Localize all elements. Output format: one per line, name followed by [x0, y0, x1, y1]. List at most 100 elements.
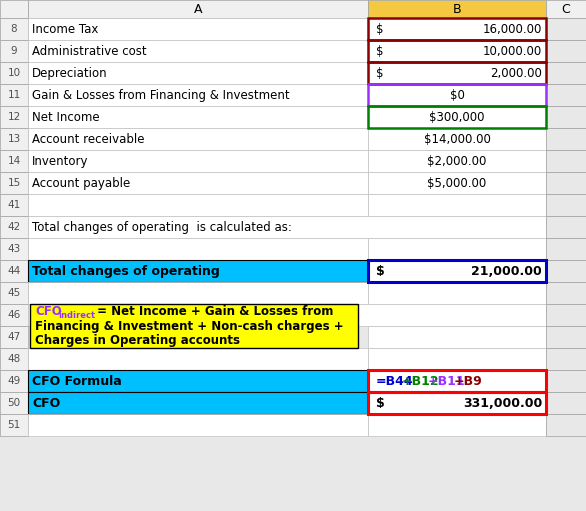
- Bar: [368, 62, 546, 84]
- Bar: [368, 392, 546, 414]
- Text: 331,000.00: 331,000.00: [463, 397, 542, 409]
- Bar: [368, 84, 546, 106]
- Text: 9: 9: [11, 46, 18, 56]
- Bar: [0, 436, 586, 511]
- Bar: [546, 62, 586, 84]
- Bar: [368, 18, 546, 40]
- Bar: [28, 216, 546, 238]
- Bar: [0, 326, 28, 348]
- Bar: [368, 18, 546, 40]
- Bar: [368, 348, 546, 370]
- Bar: [368, 84, 546, 106]
- Bar: [368, 260, 546, 282]
- Text: Gain & Losses from Financing & Investment: Gain & Losses from Financing & Investmen…: [32, 88, 289, 102]
- Text: CFO: CFO: [35, 305, 62, 318]
- Text: 43: 43: [8, 244, 21, 254]
- Text: Total changes of operating  is calculated as:: Total changes of operating is calculated…: [32, 221, 292, 234]
- Bar: [368, 370, 546, 392]
- Text: Administrative cost: Administrative cost: [32, 44, 146, 58]
- Bar: [546, 304, 586, 326]
- Bar: [0, 392, 28, 414]
- Bar: [28, 392, 368, 414]
- Text: $14,000.00: $14,000.00: [424, 132, 490, 146]
- Text: A: A: [194, 3, 202, 15]
- Bar: [0, 238, 28, 260]
- Bar: [546, 348, 586, 370]
- Bar: [28, 238, 368, 260]
- Text: $2,000.00: $2,000.00: [427, 154, 487, 168]
- Text: CFO with Indirect Method: CFO with Indirect Method: [32, 309, 182, 321]
- Text: +B11: +B11: [428, 375, 466, 387]
- Bar: [546, 40, 586, 62]
- Text: 42: 42: [8, 222, 21, 232]
- Bar: [0, 194, 28, 216]
- Bar: [28, 194, 368, 216]
- Bar: [546, 392, 586, 414]
- Bar: [0, 304, 28, 326]
- Bar: [368, 0, 546, 18]
- Text: 16,000.00: 16,000.00: [483, 22, 542, 35]
- Bar: [28, 348, 368, 370]
- Bar: [546, 282, 586, 304]
- Bar: [0, 40, 28, 62]
- Text: 49: 49: [8, 376, 21, 386]
- Bar: [546, 0, 586, 18]
- Bar: [368, 414, 546, 436]
- Text: Charges in Operating accounts: Charges in Operating accounts: [35, 334, 240, 347]
- Text: C: C: [561, 3, 570, 15]
- Text: $300,000: $300,000: [430, 110, 485, 124]
- Bar: [0, 18, 28, 40]
- Text: 15: 15: [8, 178, 21, 188]
- Bar: [0, 348, 28, 370]
- Bar: [368, 40, 546, 62]
- Bar: [546, 260, 586, 282]
- Bar: [28, 84, 368, 106]
- Bar: [28, 172, 368, 194]
- Text: =B44: =B44: [376, 375, 414, 387]
- Text: 11: 11: [8, 90, 21, 100]
- Text: 44: 44: [8, 266, 21, 276]
- Bar: [0, 128, 28, 150]
- Bar: [0, 370, 28, 392]
- Text: Account receivable: Account receivable: [32, 132, 145, 146]
- Bar: [0, 216, 28, 238]
- Text: Income Tax: Income Tax: [32, 22, 98, 35]
- Bar: [28, 304, 546, 326]
- Bar: [30, 304, 358, 348]
- Bar: [0, 414, 28, 436]
- Bar: [28, 260, 368, 282]
- Text: Total changes of operating: Total changes of operating: [32, 265, 220, 277]
- Bar: [368, 282, 546, 304]
- Bar: [0, 260, 28, 282]
- Bar: [28, 282, 368, 304]
- Bar: [368, 62, 546, 84]
- Text: 45: 45: [8, 288, 21, 298]
- Bar: [546, 18, 586, 40]
- Text: $: $: [376, 44, 383, 58]
- Text: 8: 8: [11, 24, 18, 34]
- Text: Financing & Investment + Non-cash charges +: Financing & Investment + Non-cash charge…: [35, 319, 343, 333]
- Text: Net Income: Net Income: [32, 110, 100, 124]
- Text: 14: 14: [8, 156, 21, 166]
- Text: $: $: [376, 22, 383, 35]
- Bar: [368, 194, 546, 216]
- Bar: [0, 84, 28, 106]
- Bar: [368, 106, 546, 128]
- Bar: [28, 128, 368, 150]
- Text: +B12: +B12: [402, 375, 440, 387]
- Bar: [546, 216, 586, 238]
- Bar: [546, 414, 586, 436]
- Bar: [28, 106, 368, 128]
- Bar: [0, 282, 28, 304]
- Text: 21,000.00: 21,000.00: [471, 265, 542, 277]
- Text: 12: 12: [8, 112, 21, 122]
- Bar: [0, 150, 28, 172]
- Text: 51: 51: [8, 420, 21, 430]
- Bar: [546, 194, 586, 216]
- Bar: [546, 238, 586, 260]
- Text: CFO Formula: CFO Formula: [32, 375, 122, 387]
- Bar: [546, 106, 586, 128]
- Bar: [368, 128, 546, 150]
- Bar: [368, 150, 546, 172]
- Text: +B9: +B9: [454, 375, 483, 387]
